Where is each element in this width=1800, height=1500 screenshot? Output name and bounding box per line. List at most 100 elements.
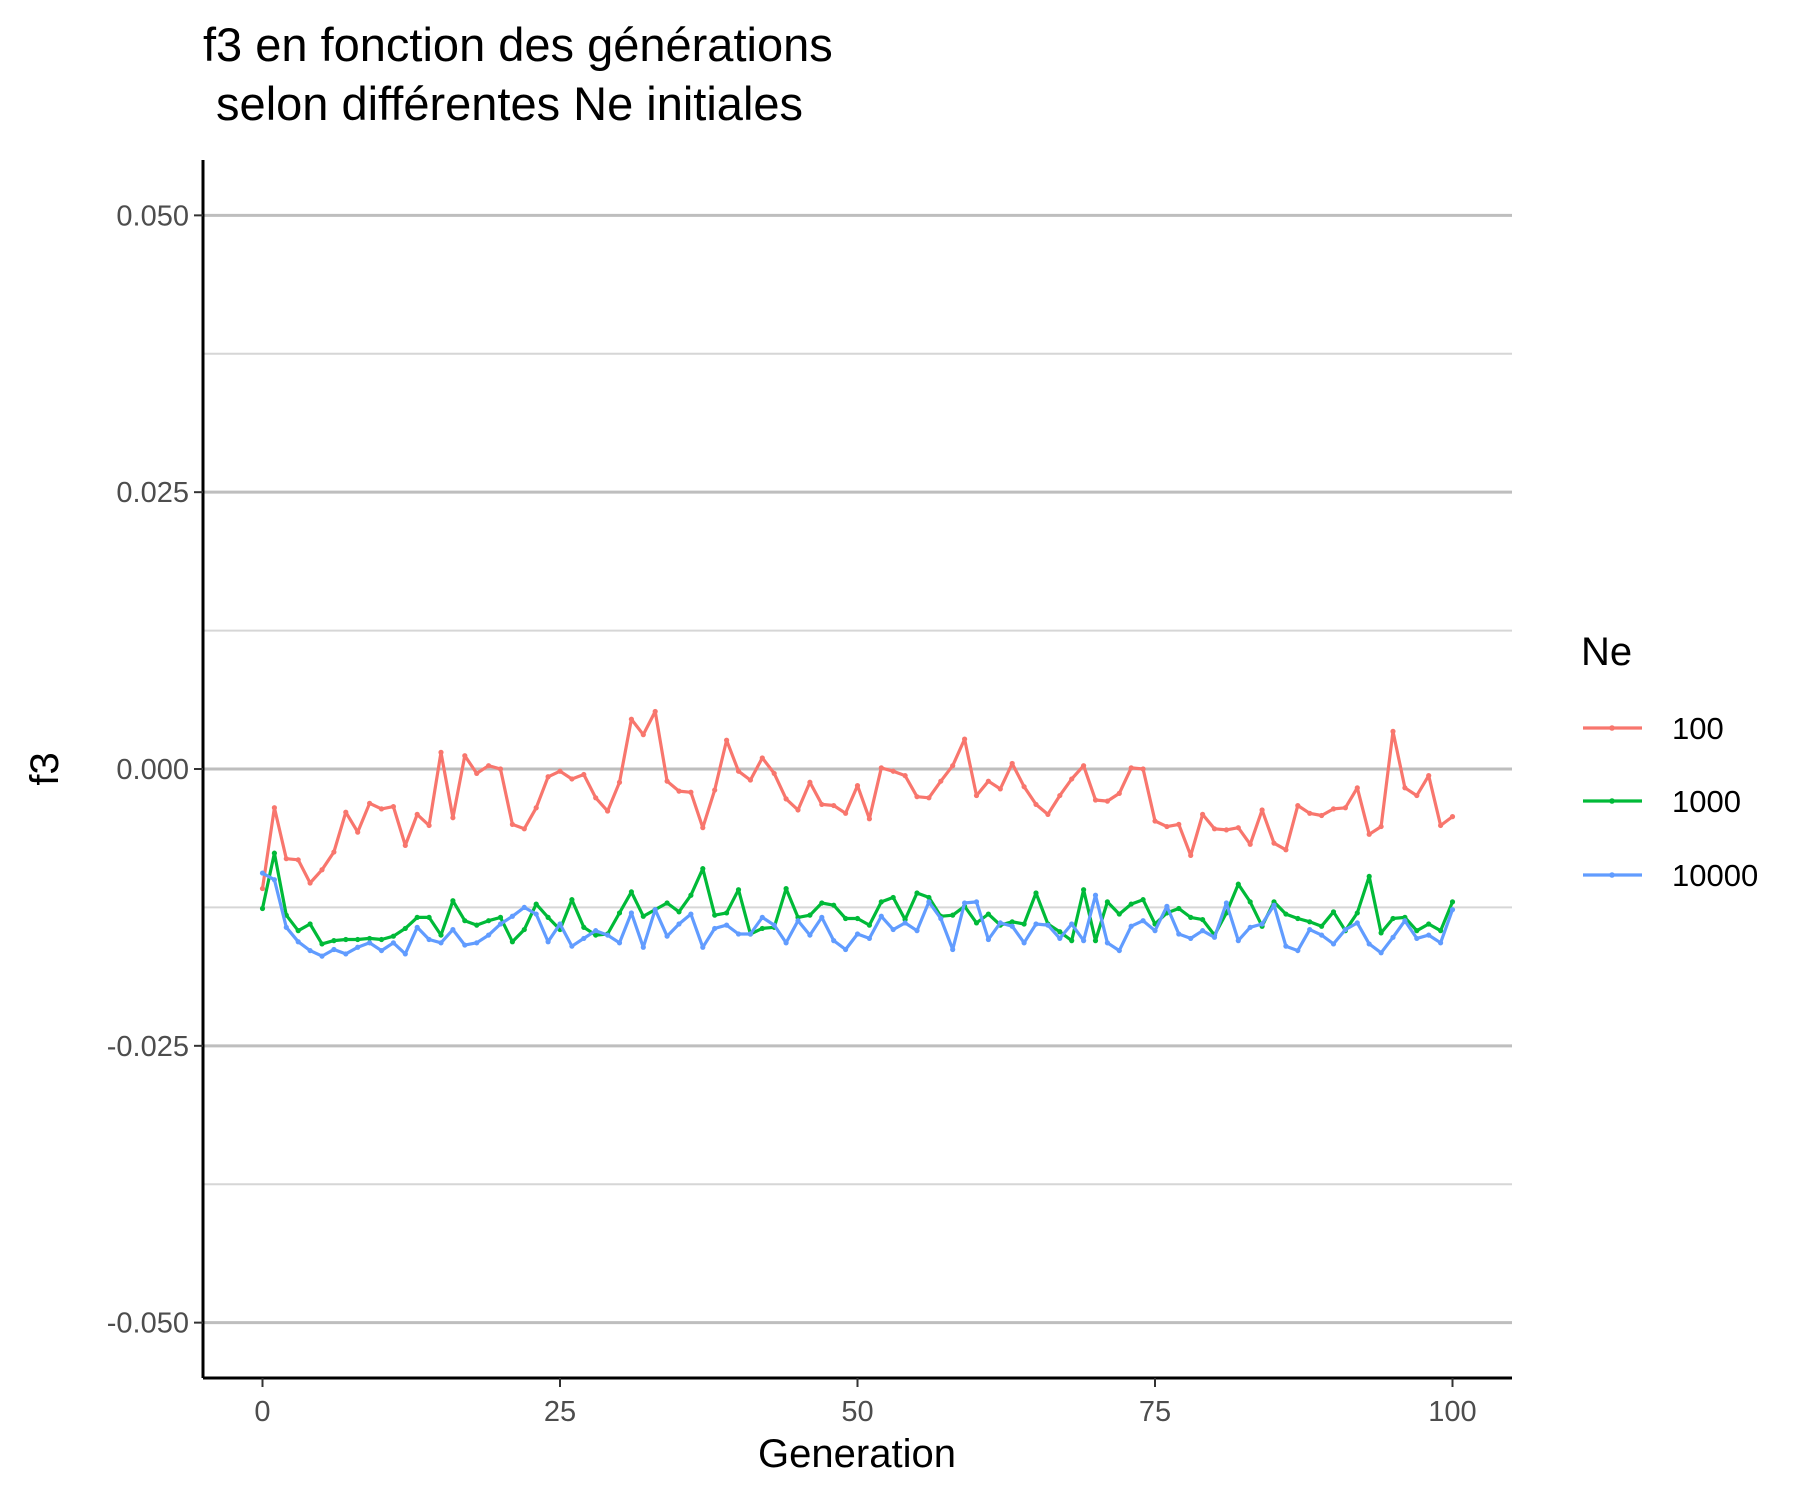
data-point (950, 763, 956, 769)
data-point (1271, 902, 1277, 908)
data-point (866, 922, 873, 928)
data-point (878, 913, 884, 919)
data-point (1211, 934, 1218, 940)
data-point (950, 946, 956, 953)
y-tick-label: -0.050 (107, 1308, 189, 1340)
data-point (1176, 905, 1182, 912)
data-point (890, 768, 896, 774)
data-point (1235, 938, 1241, 944)
data-point (569, 776, 575, 782)
data-point (783, 885, 789, 892)
data-point (497, 914, 504, 920)
legend-title: Ne (1581, 630, 1632, 674)
data-point (1438, 822, 1444, 829)
data-point (1081, 938, 1087, 944)
data-point (807, 779, 813, 785)
x-tick-label: 75 (1139, 1396, 1171, 1428)
legend-label: 100 (1672, 711, 1724, 746)
legend-swatch-point (1609, 872, 1615, 878)
data-point (652, 907, 658, 913)
data-point (509, 939, 515, 945)
data-point (759, 925, 765, 932)
data-point (402, 925, 408, 932)
data-point (1009, 760, 1015, 767)
data-point (1069, 938, 1075, 944)
y-axis-ticks: 0.050 0.025 0.000 -0.025 -0.050 (107, 200, 203, 1340)
data-point (557, 921, 563, 927)
data-point (1402, 785, 1408, 791)
data-point (914, 794, 920, 800)
data-point (1307, 810, 1313, 816)
data-point (1057, 792, 1063, 799)
data-point (712, 925, 718, 932)
data-point (973, 899, 980, 905)
data-point (1247, 899, 1253, 905)
data-point (854, 783, 861, 789)
data-point (616, 940, 623, 946)
data-point (1295, 915, 1301, 922)
data-point (819, 801, 825, 808)
data-point (1426, 932, 1432, 938)
data-point (1009, 919, 1015, 925)
data-point (605, 808, 611, 814)
data-point (1033, 801, 1039, 808)
data-point (343, 951, 349, 957)
data-point (1366, 831, 1372, 837)
data-point (450, 926, 456, 933)
data-point (259, 885, 266, 892)
data-point (450, 815, 456, 821)
data-point (795, 918, 801, 924)
data-point (593, 795, 599, 801)
data-point (795, 807, 801, 813)
data-point (688, 789, 694, 795)
data-point (414, 924, 420, 930)
data-point (545, 774, 551, 780)
data-point (938, 915, 944, 922)
data-point (652, 708, 658, 715)
series-lines (259, 708, 1456, 959)
data-point (271, 850, 277, 856)
data-point (1211, 826, 1218, 832)
data-point (985, 778, 992, 784)
data-point (1021, 921, 1027, 927)
data-point (1223, 827, 1229, 833)
legend-key-1000 (1583, 798, 1642, 804)
data-point (355, 944, 361, 950)
data-point (1128, 901, 1134, 907)
data-point (474, 940, 480, 946)
data-point (914, 928, 920, 934)
data-point (616, 779, 623, 785)
data-point (605, 932, 611, 938)
data-point (1140, 918, 1146, 924)
x-axis-title: Generation (758, 1432, 956, 1476)
data-point (1164, 823, 1170, 830)
data-point (1021, 940, 1027, 946)
data-point (712, 912, 718, 918)
data-point (1330, 806, 1337, 812)
data-point (914, 890, 920, 896)
x-tick-label: 50 (841, 1396, 873, 1428)
y-tick-label: 0.000 (116, 754, 189, 786)
data-point (581, 771, 587, 778)
data-point (902, 773, 908, 779)
data-point (390, 940, 396, 946)
data-point (283, 924, 289, 930)
legend-key-100 (1583, 725, 1642, 731)
data-point (1188, 852, 1194, 858)
data-point (1414, 928, 1420, 934)
data-point (355, 829, 361, 835)
data-point (426, 936, 432, 943)
data-point (1033, 890, 1039, 896)
data-point (783, 796, 789, 802)
data-point (1283, 847, 1289, 853)
data-point (997, 786, 1003, 792)
x-tick-label: 100 (1428, 1396, 1476, 1428)
data-point (843, 946, 849, 953)
data-point (735, 768, 742, 774)
data-point (831, 802, 837, 809)
data-point (1319, 812, 1325, 819)
data-point (831, 938, 837, 944)
data-point (926, 899, 932, 905)
data-point (771, 922, 777, 928)
